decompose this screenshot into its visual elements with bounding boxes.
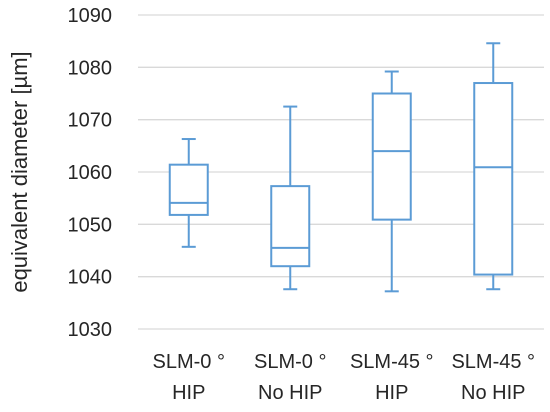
y-axis-ticks: 1030 1040 1050 1060 1070 1080 1090	[68, 5, 113, 341]
x-label-line1-3: SLM-45 °	[350, 351, 434, 373]
y-tick-label-1040: 1040	[68, 267, 113, 289]
y-tick-label-1090: 1090	[68, 5, 113, 27]
x-label-line2-2: No HIP	[258, 382, 322, 404]
boxes	[168, 42, 514, 293]
box-iqr	[270, 185, 311, 268]
y-tick-label-1060: 1060	[68, 162, 113, 184]
box-3	[371, 70, 412, 293]
box-1	[168, 138, 209, 248]
box-iqr	[473, 82, 514, 276]
x-label-line2-3: HIP	[375, 382, 408, 404]
x-axis-labels: SLM-0 ° HIP SLM-0 ° No HIP SLM-45 ° HIP SLM-45…	[153, 351, 536, 404]
y-tick-label-1050: 1050	[68, 214, 113, 236]
y-axis-title: equivalent diameter [µm]	[7, 51, 32, 292]
box-2	[270, 105, 311, 291]
x-label-line1-1: SLM-0 °	[153, 351, 225, 373]
box-4	[473, 42, 514, 291]
y-tick-label-1030: 1030	[68, 319, 113, 341]
y-tick-label-1070: 1070	[68, 110, 113, 132]
box-iqr	[371, 92, 412, 221]
y-tick-label-1080: 1080	[68, 57, 113, 79]
x-label-line1-2: SLM-0 °	[254, 351, 326, 373]
x-label-line2-4: No HIP	[461, 382, 525, 404]
x-label-line2-1: HIP	[172, 382, 205, 404]
box-iqr	[168, 163, 209, 216]
x-label-line1-4: SLM-45 °	[451, 351, 535, 373]
